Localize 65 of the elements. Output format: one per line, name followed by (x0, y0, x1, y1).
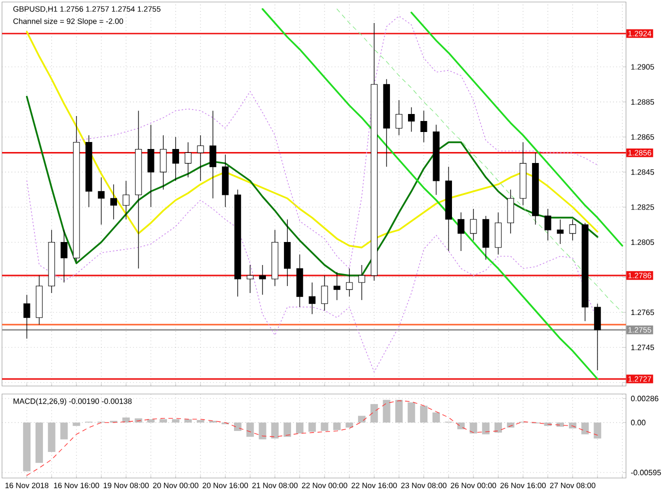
candlestick (60, 230, 68, 283)
bar (382, 400, 390, 423)
candlestick (321, 275, 328, 311)
candlestick (197, 134, 204, 182)
bar (482, 422, 490, 434)
bar (196, 420, 204, 423)
bar (395, 400, 403, 423)
candlestick (470, 208, 477, 241)
candlestick (98, 177, 105, 226)
bar (457, 422, 465, 430)
candlestick (544, 208, 552, 241)
candlestick (408, 106, 415, 132)
candlestick (259, 264, 266, 296)
bar (147, 419, 155, 423)
bar (494, 422, 502, 433)
bar (23, 422, 31, 472)
bar (358, 416, 366, 423)
candlestick (148, 124, 154, 208)
candlestick (396, 100, 402, 136)
bar (234, 422, 242, 431)
bar (544, 422, 552, 426)
candlestick (23, 294, 30, 339)
bar (506, 422, 514, 428)
candlestick (110, 184, 118, 220)
candlestick (420, 110, 428, 143)
candlestick (358, 264, 366, 300)
bar (432, 412, 440, 423)
bar (470, 422, 478, 434)
bar (184, 419, 192, 423)
candlestick (184, 142, 192, 178)
bar (296, 422, 304, 434)
bar (60, 422, 68, 440)
bar (258, 422, 266, 440)
candlestick (122, 180, 130, 220)
bar (308, 422, 316, 432)
bar (72, 422, 80, 426)
bar (271, 422, 279, 438)
bar (160, 419, 167, 423)
bar (246, 422, 254, 437)
bar (370, 404, 378, 423)
candlestick (160, 134, 167, 190)
bar (581, 422, 589, 434)
candlestick (594, 303, 601, 371)
bar (568, 422, 576, 428)
candlestick (172, 136, 180, 182)
bar (320, 422, 328, 431)
bar (284, 422, 292, 437)
candlestick (569, 219, 576, 241)
line-series (336, 8, 623, 313)
bar (420, 406, 428, 423)
candlestick (308, 282, 316, 314)
candlestick (346, 268, 353, 297)
candlestick (246, 264, 254, 294)
bar (594, 422, 602, 438)
candlestick (556, 219, 564, 244)
bar (346, 422, 354, 428)
bar (172, 419, 180, 423)
candlestick (334, 272, 340, 300)
bar (36, 422, 43, 463)
candlestick (210, 110, 216, 199)
candlestick (458, 212, 464, 252)
bar (408, 402, 416, 423)
bar (48, 422, 56, 452)
bar (333, 422, 341, 430)
bar (122, 418, 130, 423)
